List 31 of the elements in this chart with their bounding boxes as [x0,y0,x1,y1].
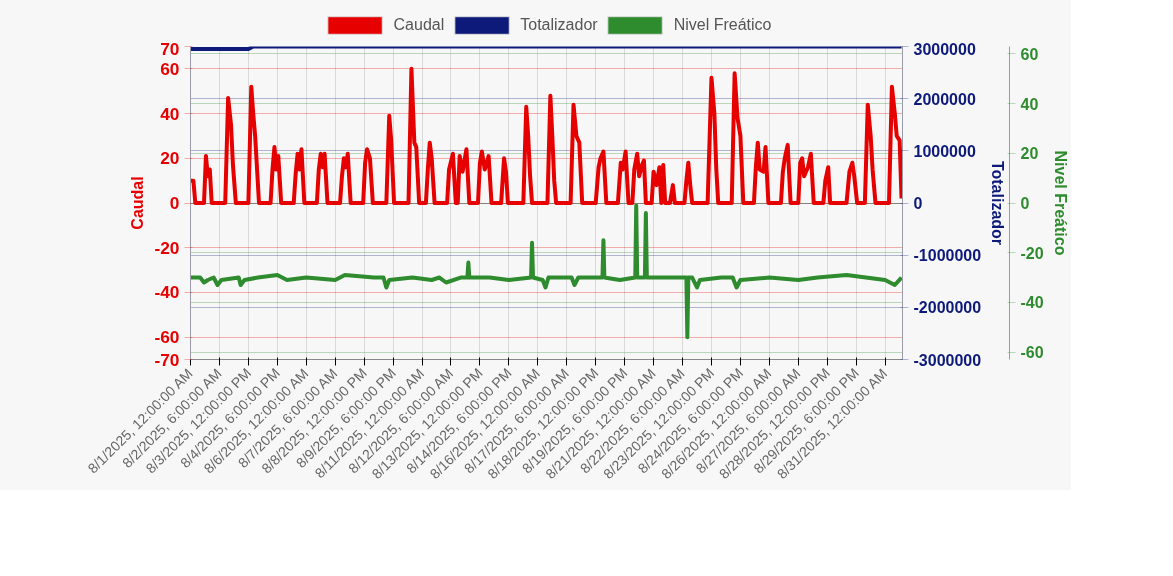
legend-label: Nivel Freático [673,16,772,34]
y-tick-label: -40 [154,282,180,303]
y-tick-label: -60 [154,327,180,348]
y-tick-label: -70 [154,349,180,370]
y2-tick-label: -1000000 [913,247,982,265]
y-tick-label: 60 [160,58,180,79]
y3-tick-label: -60 [1020,344,1044,362]
y2-tick-label: 0 [913,195,923,212]
y-tick-label: 40 [160,103,180,124]
y2-tick-label: -2000000 [913,299,982,317]
y-tick-label: 0 [169,193,180,213]
legend-label: Totalizador [520,16,598,34]
y3-tick-label: 20 [1020,145,1039,163]
line-series [190,203,903,340]
y-tick-label: 20 [160,148,180,169]
legend-label: Caudal [393,16,445,34]
y-tick-label: 70 [160,38,180,59]
y3-tick-label: -40 [1020,294,1044,312]
y2-tick-label: 1000000 [913,142,976,160]
y-tick-label: -20 [154,237,180,258]
line-series [190,66,903,205]
y2-tick-label: 2000000 [913,90,976,108]
y2-tick-label: 3000000 [913,40,976,58]
y2-axis-title: Totalizador [989,160,1007,246]
y3-tick-label: 0 [1020,195,1030,212]
y3-tick-label: 40 [1020,95,1039,113]
y3-tick-label: 60 [1020,45,1039,63]
y3-tick-label: -20 [1020,244,1044,262]
y-axis-title: Caudal [129,176,147,230]
y2-tick-label: -3000000 [913,351,982,369]
y3-axis-title: Nivel Freático [1051,150,1069,256]
